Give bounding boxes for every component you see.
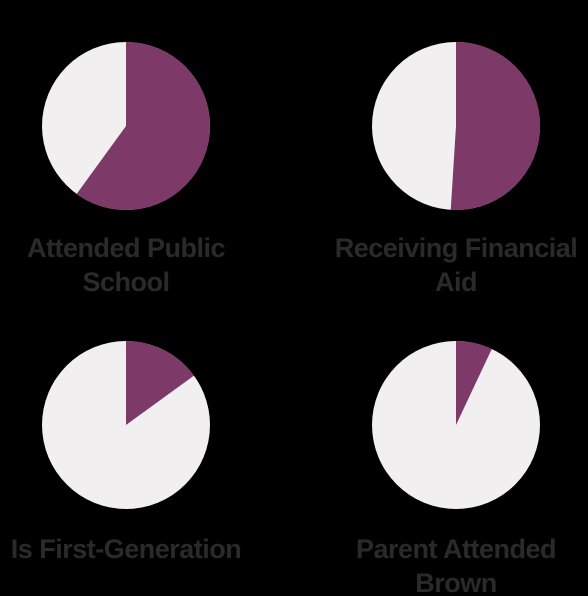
pie-chart-receiving-financial-aid — [372, 41, 541, 210]
pie-slice-filled — [126, 341, 194, 425]
pie-label-line: Brown — [415, 568, 497, 596]
pie-label-attended-public-school: Attended Public School — [0, 231, 276, 299]
pie-label-parent-attended-brown: Parent Attended Brown — [306, 532, 588, 596]
pie-chart-attended-public-school — [42, 42, 211, 210]
pie-label-is-first-generation: Is First-Generation — [0, 532, 276, 566]
pie-label-receiving-financial-aid: Receiving Financial Aid — [306, 231, 588, 299]
pie-label-line: School — [82, 267, 170, 297]
pie-label-line: Parent Attended — [355, 534, 557, 564]
pie-chart-parent-attended-brown — [372, 341, 540, 509]
pie-label-line: Attended Public — [26, 233, 226, 263]
pie-chart-is-first-generation — [42, 341, 210, 509]
pie-slice-filled — [450, 41, 541, 210]
pie-slice-filled — [76, 42, 211, 210]
pie-slice-filled — [456, 341, 492, 425]
pie-label-line: Receiving Financial — [334, 233, 578, 263]
pie-label-line: Aid — [435, 267, 478, 297]
pie-label-line: Is First-Generation — [10, 534, 242, 564]
